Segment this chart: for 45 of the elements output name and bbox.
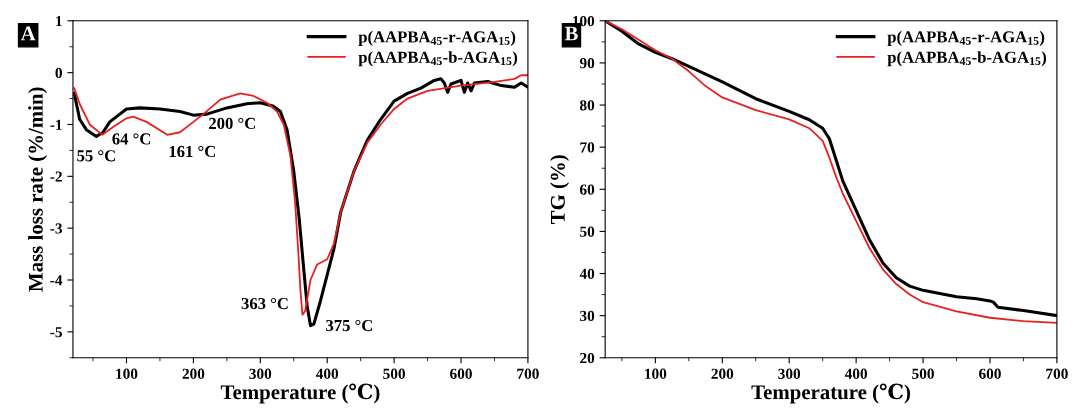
y-tick-label: -3 [50,223,63,234]
y-tick-label: 40 [579,268,595,279]
legend-label: p(AAPBA$_{45}$-r-AGA$_{15}$) [358,30,516,46]
y-tick-label: 50 [580,226,595,237]
x-tick-label: 100 [116,368,138,379]
y-tick-label: 60 [580,184,595,195]
chart-title: A [20,26,36,41]
legend-label: p(AAPBA$_{45}$-r-AGA$_{15}$) [887,30,1045,46]
chart-title: B [564,26,578,41]
x-tick-label: 500 [383,368,405,379]
y-tick-label: 0 [55,67,62,79]
y-tick-label: 30 [580,310,595,322]
annotation: 200 °C [209,117,255,130]
x-tick-label: 700 [517,368,539,379]
annotation: 55 °C [77,150,115,162]
x-tick-label: 600 [450,368,472,379]
y-tick-label: 70 [580,142,595,153]
y-tick-label: -1 [50,119,62,130]
x-tick-label: 300 [249,368,272,379]
x-tick-label: 700 [1046,368,1068,379]
y-tick-label: 80 [579,100,595,111]
y-tick-label: 1 [56,16,62,27]
x-tick-label: 300 [778,368,801,379]
y-tick-label: -2 [50,171,62,182]
y-tick-label: -4 [50,275,63,286]
annotation: 161 °C [169,145,215,158]
annotation: 375 °C [326,319,373,332]
y-axis-title: Mass loss rate (%/min) [28,87,48,292]
annotation: 64 °C [112,133,151,145]
x-tick-label: 100 [645,368,667,379]
legend-label: p(AAPBA$_{45}$-b-AGA$_{15}$) [887,51,1047,67]
x-tick-label: 400 [844,368,868,379]
x-tick-label: 600 [979,368,1001,379]
y-tick-label: 90 [579,58,595,69]
y-axis-title: TG (%) [550,155,570,224]
y-tick-label: 20 [580,352,595,364]
x-axis-title: Temperature (℃) [751,383,911,404]
x-tick-label: 400 [315,368,339,379]
x-tick-label: 200 [182,368,205,379]
legend-label: p(AAPBA$_{45}$-b-AGA$_{15}$) [358,51,518,67]
x-tick-label: 500 [912,368,934,379]
y-tick-label: -5 [50,327,62,338]
x-tick-label: 200 [711,368,734,379]
annotation: 363 °C [241,297,288,310]
x-axis-title: Temperature (℃) [220,383,380,404]
